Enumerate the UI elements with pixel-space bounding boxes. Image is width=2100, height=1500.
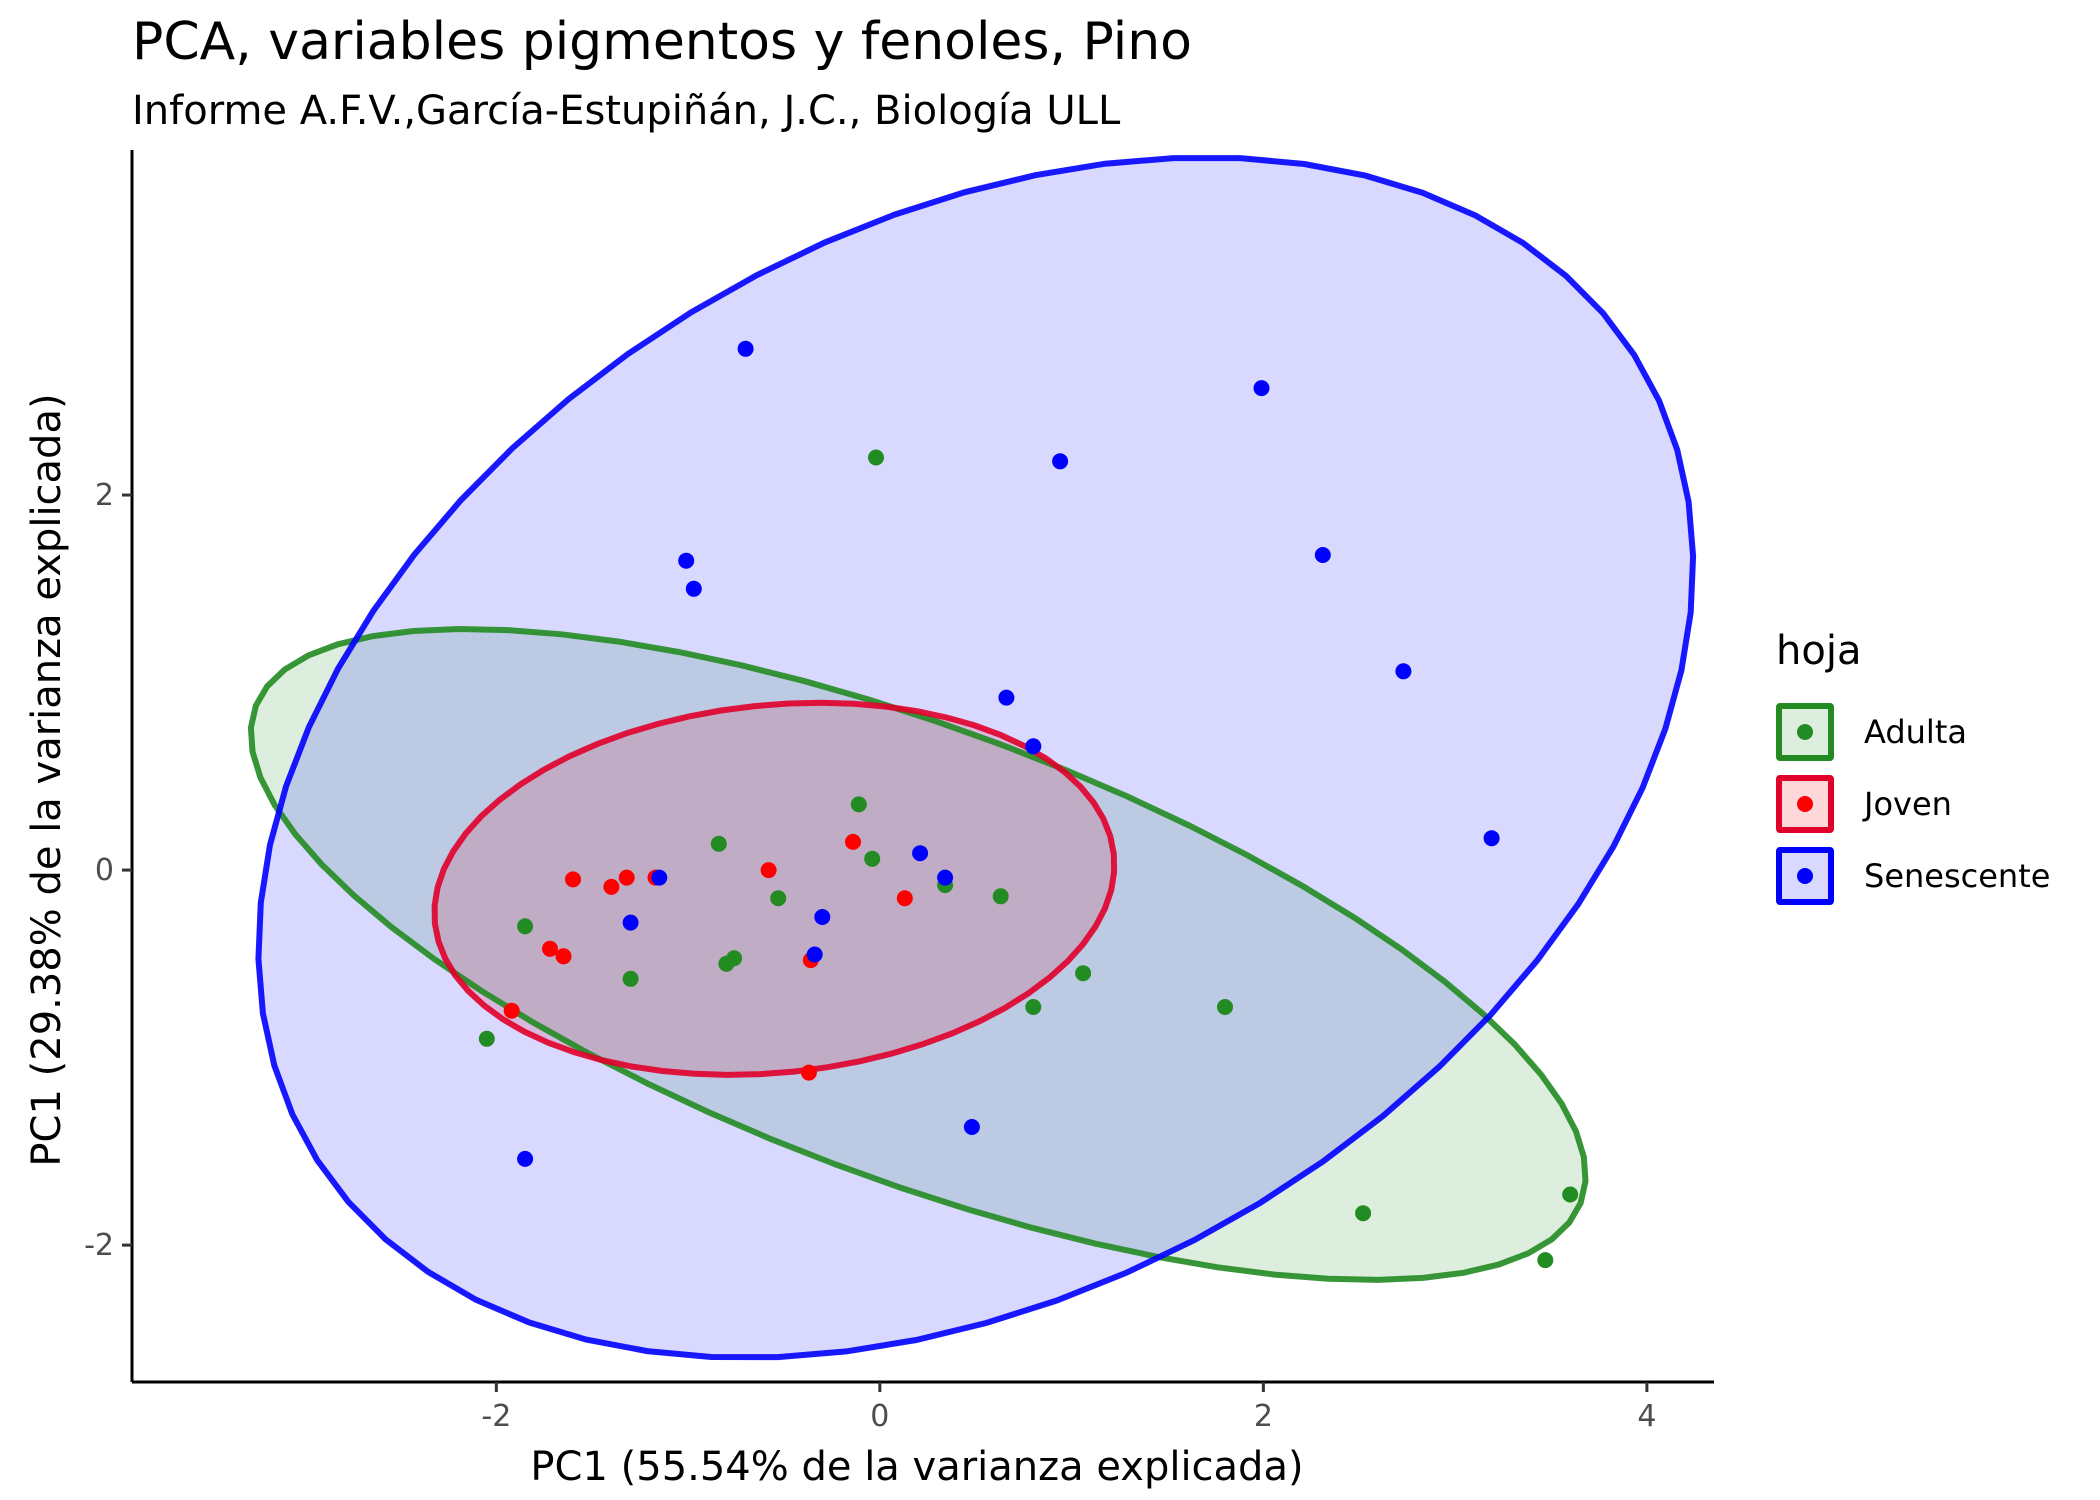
ellipse-outline-senescente xyxy=(255,155,1697,1361)
point-adulta xyxy=(864,850,881,867)
ellipse-fill-senescente xyxy=(258,158,1694,1358)
point-joven xyxy=(845,833,861,850)
point-senescente xyxy=(1395,663,1412,680)
point-senescente xyxy=(622,914,639,931)
point-adulta xyxy=(1025,999,1042,1015)
point-joven xyxy=(565,871,581,888)
x-tick-label: 2 xyxy=(1254,1399,1273,1434)
confidence-ellipses xyxy=(247,155,1697,1361)
point-joven xyxy=(603,878,620,895)
point-adulta xyxy=(710,835,727,852)
legend-key-joven xyxy=(1776,775,1834,833)
point-joven xyxy=(800,1064,817,1081)
point-senescente xyxy=(998,689,1015,706)
point-adulta xyxy=(1075,965,1092,982)
point-adulta xyxy=(718,955,735,972)
point-adulta xyxy=(1217,999,1233,1015)
point-senescente xyxy=(963,1119,980,1135)
axis-ticks: -2 0 2 4 -2 0 2 xyxy=(84,478,1656,1434)
legend-dot-joven xyxy=(1797,796,1813,812)
legend-key-adulta xyxy=(1776,703,1834,761)
point-adulta xyxy=(517,918,534,935)
point-joven xyxy=(503,1002,520,1019)
legend: hoja Adulta Joven Senescente xyxy=(1776,628,2050,912)
point-adulta xyxy=(1537,1252,1554,1269)
point-senescente xyxy=(1253,380,1270,397)
y-tick-label: -2 xyxy=(84,1228,114,1263)
point-joven xyxy=(542,940,558,957)
ellipse-fill-joven xyxy=(434,702,1115,1075)
data-points xyxy=(478,340,1579,1269)
point-senescente xyxy=(1483,830,1500,847)
legend-label-senescente: Senescente xyxy=(1864,857,2051,895)
ellipse-outline-adulta xyxy=(247,625,1589,1283)
point-joven xyxy=(618,869,635,886)
point-senescente xyxy=(937,869,954,886)
legend-item-senescente: Senescente xyxy=(1776,840,2050,912)
point-senescente xyxy=(814,909,831,925)
point-senescente xyxy=(517,1150,534,1167)
legend-label-joven: Joven xyxy=(1864,785,1952,823)
point-adulta xyxy=(622,970,639,987)
point-adulta xyxy=(1355,1205,1372,1222)
point-adulta xyxy=(478,1030,495,1047)
point-senescente xyxy=(651,869,668,886)
ellipse-fill-adulta xyxy=(250,629,1586,1280)
point-senescente xyxy=(1314,547,1331,563)
point-adulta xyxy=(868,449,884,466)
point-adulta xyxy=(1562,1186,1579,1203)
x-tick-label: 0 xyxy=(870,1399,889,1434)
legend-item-adulta: Adulta xyxy=(1776,696,2050,768)
point-senescente xyxy=(1025,738,1042,755)
point-senescente xyxy=(737,340,754,357)
point-senescente xyxy=(1052,453,1069,470)
legend-title: hoja xyxy=(1776,628,1862,674)
point-adulta xyxy=(850,796,867,813)
y-tick-label: 2 xyxy=(95,478,114,513)
y-tick-label: 0 xyxy=(95,853,114,888)
x-tick-label: -2 xyxy=(481,1399,511,1434)
legend-dot-adulta xyxy=(1797,724,1813,740)
point-adulta xyxy=(992,888,1009,905)
chart-subtitle: Informe A.F.V.,García-Estupiñán, J.C., B… xyxy=(132,88,1121,134)
x-axis-title: PC1 (55.54% de la varianza explicada) xyxy=(530,1444,1303,1490)
point-adulta xyxy=(770,890,787,907)
legend-key-senescente xyxy=(1776,847,1834,905)
point-senescente xyxy=(912,845,929,862)
point-joven xyxy=(896,890,913,907)
x-tick-label: 4 xyxy=(1637,1399,1656,1434)
ellipse-outline-joven xyxy=(431,699,1118,1078)
legend-label-adulta: Adulta xyxy=(1864,713,1967,751)
axes xyxy=(130,150,1714,1384)
point-senescente xyxy=(806,946,823,963)
chart-title: PCA, variables pigmentos y fenoles, Pino xyxy=(132,12,1192,72)
point-joven xyxy=(555,948,572,965)
point-senescente xyxy=(685,580,702,597)
y-axis-title: PC1 (29.38% de la varianza explicada) xyxy=(24,393,70,1166)
point-joven xyxy=(760,862,777,879)
legend-dot-senescente xyxy=(1797,868,1813,884)
point-senescente xyxy=(678,552,695,569)
legend-item-joven: Joven xyxy=(1776,768,2050,840)
